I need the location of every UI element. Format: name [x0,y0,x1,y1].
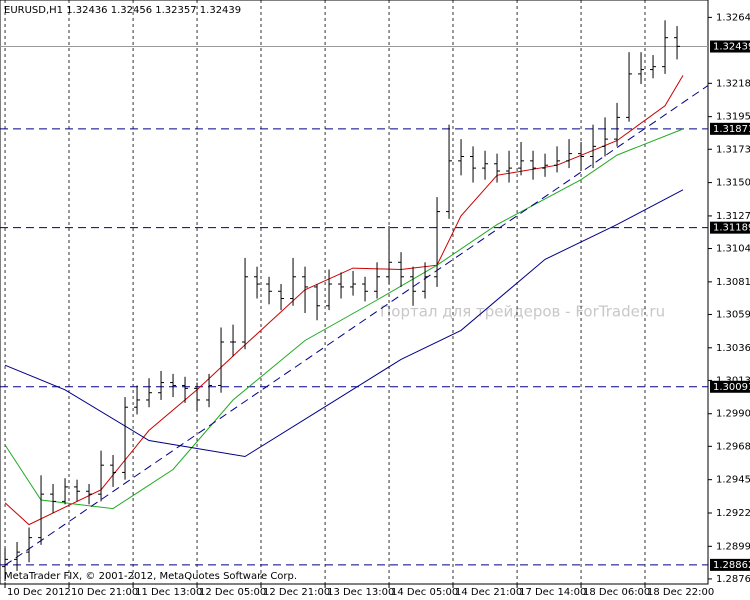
x-tick-label: 11 Dec 13:00 [135,587,202,598]
x-tick-label: 14 Dec 21:00 [455,587,522,598]
level-label: 1.28862 [713,560,750,571]
plot-frame [0,0,709,585]
level-label-box [710,122,750,135]
x-tick-label: 13 Dec 13:00 [327,587,394,598]
y-tick-label: 1.32185 [716,78,750,89]
y-tick-label: 1.31045 [716,244,750,255]
y-tick-label: 1.31730 [716,144,750,155]
level-label-box [710,380,750,393]
trend-line [4,85,709,566]
watermark: Портал для трейдеров - ForTrader.ru [380,303,665,321]
y-tick-label: 1.30360 [716,343,750,354]
y-tick-label: 1.30815 [716,277,750,288]
y-tick-label: 1.28765 [716,574,750,585]
chart-title: EURUSD,H1 1.32436 1.32456 1.32357 1.3243… [4,5,241,16]
x-tick-label: 18 Dec 06:00 [583,587,650,598]
x-tick-label: 10 Dec 2012 [7,587,71,598]
y-tick-label: 1.29220 [716,508,750,519]
level-label: 1.32439 [713,42,750,53]
level-label-box [710,221,750,234]
x-tick-label: 17 Dec 14:00 [519,587,586,598]
y-tick-label: 1.31270 [716,211,750,222]
level-label: 1.31189 [713,223,750,234]
x-tick-label: 14 Dec 05:00 [391,587,458,598]
y-tick-label: 1.30590 [716,309,750,320]
x-tick-label: 18 Dec 22:00 [647,587,714,598]
y-tick-label: 1.31955 [716,112,750,123]
x-tick-label: 12 Dec 21:00 [263,587,330,598]
moving-average [4,128,684,510]
level-label-box [710,558,750,571]
copyright: MetaTrader FIX, © 2001-2012, MetaQuotes … [4,571,297,582]
y-tick-label: 1.29680 [716,441,750,452]
y-tick-label: 1.29450 [716,475,750,486]
moving-average [4,189,684,458]
x-tick-label: 10 Dec 21:00 [71,587,138,598]
y-tick-label: 1.29905 [716,409,750,420]
x-tick-label: 12 Dec 05:00 [199,587,266,598]
level-label-box [710,40,750,53]
y-tick-label: 1.28990 [716,541,750,552]
y-tick-label: 1.32640 [716,12,750,23]
y-tick-label: 1.31500 [716,178,750,189]
